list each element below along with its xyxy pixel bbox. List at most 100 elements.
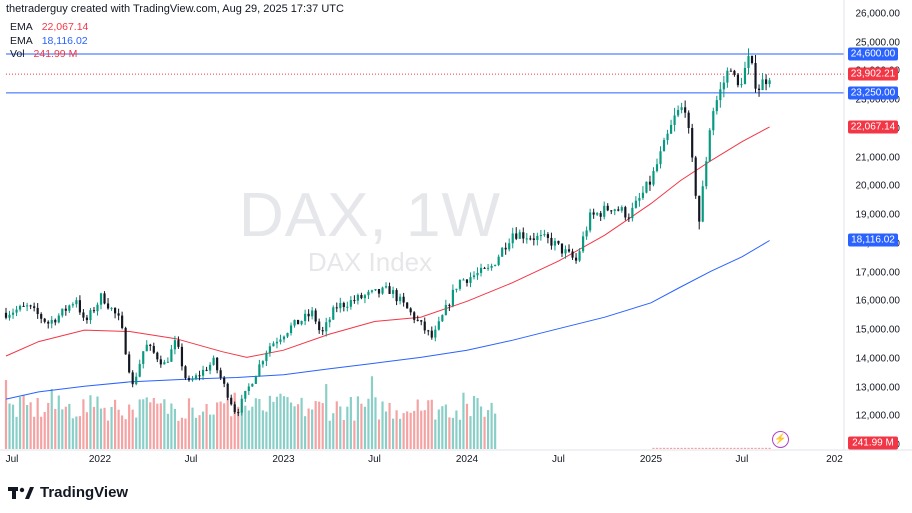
candle-body [420,320,423,322]
candle-body [606,205,609,211]
volume-bar [47,402,50,449]
candle-body [47,321,50,324]
candle-body [620,207,623,211]
chart-credit: thetraderguy created with TradingView.co… [6,3,344,15]
candle-body [662,140,666,152]
volume-bar [356,396,359,449]
candle-body [110,307,113,309]
candle-body [399,296,402,302]
candle-body [673,115,676,125]
candle-body [106,303,110,309]
candle-body [427,330,430,332]
volume-bar [399,418,402,449]
candle-body [589,212,592,231]
candle-body [159,359,162,365]
candle-body [388,286,391,294]
candle-body [258,364,261,377]
volume-bar [701,447,704,449]
volume-bar [4,379,8,449]
volume-bar [15,416,18,449]
candle-body [458,280,462,289]
volume-bar [244,405,247,449]
volume-bar [483,416,486,449]
candle-body [546,234,550,238]
volume-bar [342,420,345,449]
candle-body [92,310,96,312]
volume-bar [469,416,472,449]
volume-bar [307,408,310,449]
volume-bar [655,447,659,449]
volume-bar [177,420,180,449]
candle-body [314,310,317,322]
volume-bar [131,409,134,449]
volume-bar [103,407,106,449]
volume-bar [328,420,331,449]
volume-bar [384,411,388,449]
x-tick-label: Jul [5,454,19,465]
tradingview-brand[interactable]: TradingView [8,484,128,501]
volume-bar [205,404,208,449]
candle-body [187,378,191,381]
volume-bar [71,418,74,449]
candle-body [142,351,145,364]
candle-body [131,372,134,385]
candle-body [233,404,236,413]
volume-bar [29,402,32,449]
candle-body [677,109,680,116]
legend-volume[interactable]: Vol 241.99 M [10,48,94,62]
candle-body [564,249,567,254]
y-tick-label: 26,000.00 [855,8,901,20]
candle-body [205,369,208,371]
candle-body [61,308,64,316]
legend-ema-fast[interactable]: EMA 22,067.14 [10,21,94,35]
candle-body [631,207,634,219]
volume-bar [472,395,476,449]
candle-body [163,362,166,365]
x-tick-label: 202 [826,454,843,465]
volume-bar [444,404,447,449]
volume-bar [237,406,240,449]
candle-body [237,412,240,414]
lightning-icon[interactable]: ⚡ [772,431,789,448]
volume-bar [391,418,395,449]
candle-body [304,313,307,322]
volume-bar [166,413,169,449]
candle-body [768,80,771,85]
legend-label: Vol [10,48,25,60]
candle-body [170,349,173,362]
volume-bar [36,397,39,449]
candle-body [726,70,729,83]
legend-ema-slow[interactable]: EMA 18,116.02 [10,35,94,49]
legend-value-ema-fast: 22,067.14 [41,21,89,33]
volume-bar [325,384,328,449]
x-tick-label: 2022 [88,454,112,465]
volume-bar [145,397,148,449]
volume-bar [61,409,64,449]
volume-bar [149,402,152,449]
volume-bar [708,447,711,449]
volume-bar [427,400,430,449]
candle-body [574,257,578,261]
volume-bar [722,447,725,449]
candle-body [223,377,226,384]
volume-bar [33,416,36,449]
candle-body [701,186,704,222]
candle-body [553,240,557,246]
candle-body [353,300,356,302]
candle-body [518,232,521,239]
volume-bar [698,447,701,449]
candle-body [216,357,219,371]
volume-bar [684,447,687,449]
volume-bar [370,376,374,449]
candle-body [335,307,338,309]
y-tick-label: 15,000.00 [855,324,901,336]
candle-body [391,290,395,294]
candle-body [22,305,25,307]
candle-body [729,70,732,72]
candle-body [423,321,426,331]
volume-bar [265,411,268,449]
volume-bar [54,408,57,449]
candle-body [296,319,300,325]
volume-bar [381,401,384,449]
